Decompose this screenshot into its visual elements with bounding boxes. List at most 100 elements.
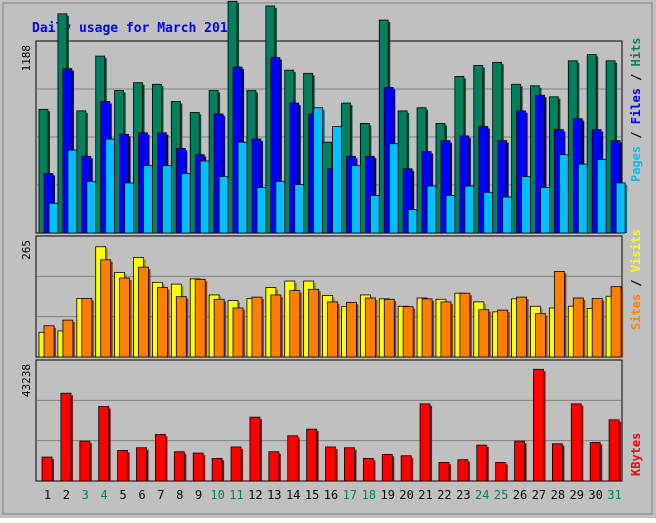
- bar-files-day-13: [270, 57, 281, 234]
- x-tick-label: 11: [229, 488, 243, 502]
- bar-kbytes-day-6: [136, 447, 147, 482]
- bar-sites-day-18: [364, 297, 376, 358]
- bar-pages-day-11: [237, 141, 248, 234]
- bar-files-day-27: [535, 94, 545, 234]
- bar-kbytes-day-27: [533, 368, 544, 482]
- bar-kbytes-day-12: [249, 416, 261, 482]
- bar-files-day-18: [364, 155, 375, 234]
- x-tick-label: 16: [324, 488, 338, 502]
- bar-sites-day-2: [62, 319, 74, 358]
- x-tick-label: 28: [551, 488, 565, 502]
- bar-pages-day-2: [67, 149, 78, 234]
- bar-pages-day-16: [332, 126, 342, 234]
- x-tick-label: 9: [195, 488, 202, 502]
- legend-item-visits: Visits: [629, 229, 643, 272]
- bar-sites-day-7: [157, 287, 168, 358]
- bar-hits-day-1: [38, 108, 49, 234]
- bar-sites-day-22: [440, 301, 452, 358]
- bar-sites-day-27: [535, 313, 546, 358]
- x-tick-label: 2: [63, 488, 70, 502]
- x-tick-label: 5: [119, 488, 126, 502]
- bar-sites-day-15: [308, 288, 320, 358]
- bar-sites-day-9: [194, 278, 206, 358]
- bar-pages-day-27: [540, 187, 550, 234]
- x-tick-label: 26: [513, 488, 527, 502]
- bar-kbytes-day-9: [192, 452, 204, 482]
- bar-pages-day-18: [369, 195, 380, 234]
- bar-kbytes-day-21: [419, 403, 431, 482]
- bar-kbytes-day-3: [79, 440, 91, 482]
- bar-pages-day-6: [143, 165, 153, 234]
- x-tick-label: 18: [362, 488, 376, 502]
- bar-kbytes-day-4: [98, 406, 110, 482]
- bar-sites-day-21: [421, 298, 433, 358]
- bar-kbytes-day-7: [155, 434, 166, 482]
- bar-pages-day-9: [199, 160, 210, 234]
- bar-sites-day-14: [289, 290, 301, 358]
- bar-kbytes-day-24: [476, 444, 488, 482]
- bar-pages-day-12: [256, 187, 267, 234]
- bar-pages-day-1: [48, 202, 59, 234]
- x-tick-label: 21: [418, 488, 432, 502]
- bar-sites-day-8: [175, 296, 187, 358]
- bar-pages-day-21: [426, 185, 437, 234]
- bar-files-day-26: [516, 110, 526, 234]
- bar-files-day-10: [213, 113, 224, 234]
- bar-pages-day-7: [162, 165, 172, 234]
- legend-item-separator: /: [629, 66, 643, 88]
- bar-kbytes-day-23: [457, 459, 469, 482]
- bar-sites-day-6: [138, 266, 149, 358]
- bar-kbytes-day-2: [60, 392, 72, 482]
- x-tick-label: 17: [343, 488, 357, 502]
- legend-item-sites: Sites: [629, 294, 643, 330]
- x-tick-label: 1: [44, 488, 51, 502]
- bar-kbytes-day-28: [551, 443, 563, 482]
- bar-kbytes-day-15: [306, 428, 318, 482]
- x-tick-label: 13: [267, 488, 281, 502]
- bar-kbytes-day-10: [211, 457, 223, 482]
- bar-pages-day-14: [294, 184, 305, 234]
- chart-title: Daily usage for March 2018: [32, 21, 236, 36]
- bar-sites-day-28: [553, 271, 565, 358]
- bar-sites-day-23: [459, 292, 471, 358]
- legend-item-separator: /: [629, 124, 643, 146]
- bar-kbytes-day-19: [381, 454, 393, 482]
- x-tick-label: 27: [532, 488, 546, 502]
- outer-frame: [2, 2, 653, 515]
- bar-pages-day-15: [313, 107, 324, 234]
- bar-kbytes-day-13: [268, 451, 280, 482]
- bar-pages-day-23: [464, 185, 475, 234]
- bar-sites-day-3: [81, 298, 93, 358]
- bar-sites-day-31: [610, 286, 622, 358]
- bar-pages-day-24: [483, 191, 494, 234]
- bar-files-day-24: [478, 126, 489, 234]
- x-tick-label: 23: [456, 488, 470, 502]
- x-tick-label: 29: [570, 488, 584, 502]
- bar-pages-day-5: [124, 182, 135, 234]
- bar-sites-day-4: [100, 259, 112, 358]
- legend-sites-visits: Sites / Visits: [629, 229, 643, 330]
- bar-sites-day-19: [383, 298, 395, 358]
- bar-pages-day-8: [180, 173, 191, 234]
- bar-kbytes-day-26: [514, 440, 525, 482]
- bar-sites-day-20: [402, 306, 414, 358]
- bar-kbytes-day-30: [589, 442, 601, 482]
- bar-sites-day-26: [516, 296, 527, 358]
- x-tick-label: 19: [380, 488, 394, 502]
- bar-kbytes-day-5: [117, 450, 129, 482]
- x-tick-label: 8: [176, 488, 183, 502]
- bar-sites-day-11: [232, 307, 244, 358]
- bar-pages-day-26: [521, 176, 531, 234]
- bar-sites-day-1: [43, 325, 55, 358]
- x-tick-label: 22: [437, 488, 451, 502]
- bar-pages-day-30: [596, 159, 607, 234]
- x-tick-label: 14: [286, 488, 300, 502]
- x-tick-label: 12: [248, 488, 262, 502]
- bar-sites-day-10: [213, 298, 225, 358]
- bar-kbytes-day-11: [230, 446, 242, 482]
- bar-pages-day-29: [577, 163, 588, 234]
- bar-kbytes-day-29: [570, 403, 582, 482]
- bar-pages-day-3: [86, 180, 97, 234]
- bar-sites-day-16: [327, 301, 338, 358]
- legend-item-hits: Hits: [629, 37, 643, 66]
